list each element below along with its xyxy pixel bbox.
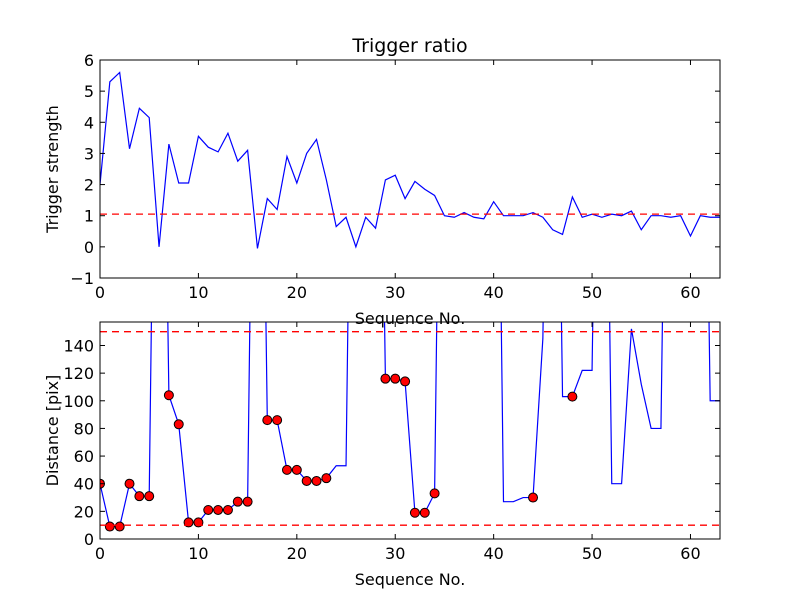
y-tick-label: 0	[84, 238, 94, 257]
y-axis-label: Distance [pix]	[43, 375, 62, 487]
y-tick-label: 6	[84, 51, 94, 70]
data-point	[409, 507, 420, 518]
data-point	[144, 491, 155, 502]
data-point	[232, 496, 243, 507]
data-point	[163, 390, 174, 401]
x-axis-label: Sequence No.	[355, 309, 466, 328]
data-point	[124, 478, 135, 489]
x-tick-label: 20	[287, 283, 307, 302]
data-point	[272, 415, 283, 426]
x-tick-label: 20	[287, 544, 307, 563]
data-point	[242, 496, 253, 507]
chart-panel-2: 0 10 20 30 40 50 60 0 20 40 60 80 100 120 140 Sequence …	[43, 321, 721, 589]
x-tick-label: 0	[95, 283, 105, 302]
y-tick-label: 0	[84, 530, 94, 549]
plot-area	[100, 322, 720, 532]
data-point	[400, 376, 411, 387]
y-tick-label: 80	[74, 419, 94, 438]
data-point	[301, 475, 312, 486]
data-point	[567, 391, 578, 402]
data-point	[390, 373, 401, 384]
data-point	[203, 504, 214, 515]
y-tick-label: 3	[84, 144, 94, 163]
y-axis-label: Trigger strength	[43, 105, 62, 234]
data-point	[429, 488, 440, 499]
data-point	[222, 504, 233, 515]
x-tick-label: 40	[483, 283, 503, 302]
x-axis-label: Sequence No.	[355, 570, 466, 589]
y-tick-label: 140	[63, 336, 94, 355]
y-tick-label: 1	[84, 207, 94, 226]
data-point	[134, 491, 145, 502]
x-tick-label: 10	[188, 283, 208, 302]
series-line	[100, 322, 720, 528]
data-point	[281, 464, 292, 475]
y-tick-label: 2	[84, 176, 94, 195]
y-tick-label: −1	[70, 269, 94, 288]
y-tick-label: 60	[74, 447, 94, 466]
data-point	[419, 507, 430, 518]
x-tick-label: 30	[385, 544, 405, 563]
x-tick-label: 40	[483, 544, 503, 563]
y-tick-label: 4	[84, 113, 94, 132]
y-tick-label: 100	[63, 392, 94, 411]
data-point	[104, 521, 115, 532]
y-tick-label: 120	[63, 364, 94, 383]
x-tick-label: 60	[680, 544, 700, 563]
x-tick-label: 30	[385, 283, 405, 302]
data-point	[321, 473, 332, 484]
data-point	[291, 464, 302, 475]
plot-area	[100, 71, 720, 249]
data-point	[380, 373, 391, 384]
data-point	[114, 521, 125, 532]
x-tick-label: 50	[582, 544, 602, 563]
x-tick-label: 50	[582, 283, 602, 302]
series-line	[100, 71, 720, 249]
y-tick-label: 40	[74, 475, 94, 494]
x-tick-label: 0	[95, 544, 105, 563]
chart-title: Trigger ratio	[351, 35, 467, 57]
y-tick-label: 5	[84, 82, 94, 101]
data-point	[528, 492, 539, 503]
axes-frame	[99, 321, 721, 540]
data-point	[173, 419, 184, 430]
x-tick-label: 10	[188, 544, 208, 563]
axes-frame	[99, 59, 721, 279]
x-tick-label: 60	[680, 283, 700, 302]
y-tick-label: 20	[74, 502, 94, 521]
data-point	[262, 415, 273, 426]
data-point	[213, 504, 224, 515]
data-point	[311, 475, 322, 486]
